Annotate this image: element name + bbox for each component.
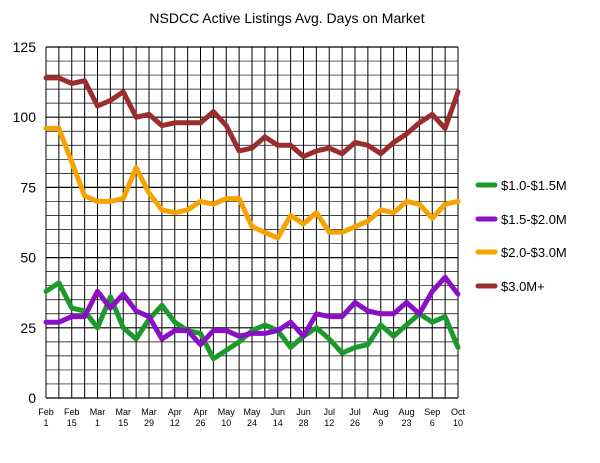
series-line [43,274,461,348]
x-tick-label: Apr [168,407,182,417]
x-tick-label: Jun [296,407,311,417]
x-tick-label: Sep [424,407,440,417]
x-tick-label: 15 [118,418,128,428]
x-tick-label: 10 [221,418,231,428]
x-tick-label: Feb [38,407,54,417]
x-tick-label: 24 [247,418,257,428]
x-tick-label: Mar [141,407,157,417]
x-tick-label: Jun [270,407,285,417]
x-tick-label: May [243,407,261,417]
x-tick-label: Aug [373,407,389,417]
x-tick-label: Aug [398,407,414,417]
x-tick-label: 12 [170,418,180,428]
x-tick-label: 14 [273,418,283,428]
series-line [43,125,461,241]
x-tick-label: 26 [350,418,360,428]
series-line [43,280,461,362]
x-axis-ticks: Feb1Feb15Mar1Mar15Mar29Apr12Apr26May10Ma… [38,407,465,428]
y-axis-ticks: 0 25 50 75 100 125 [13,39,37,406]
chart-title: NSDCC Active Listings Avg. Days on Marke… [149,10,424,26]
x-tick-label: 23 [401,418,411,428]
x-tick-label: 15 [67,418,77,428]
legend-label: $2.0-$3.0M [501,245,567,260]
x-tick-label: Oct [451,407,466,417]
x-tick-label: Mar [90,407,106,417]
x-tick-label: 26 [195,418,205,428]
x-tick-label: 28 [298,418,308,428]
legend: $1.0-$1.5M $1.5-$2.0M $2.0-$3.0M $3.0M+ [475,178,567,294]
x-tick-label: Jul [349,407,361,417]
series-lines [43,75,461,362]
y-tick-label: 50 [20,250,36,266]
x-tick-label: 10 [453,418,463,428]
x-tick-label: 9 [378,418,383,428]
series-line [43,75,461,159]
x-tick-label: Apr [193,407,207,417]
x-tick-label: 6 [430,418,435,428]
x-tick-label: 12 [324,418,334,428]
x-tick-label: May [218,407,236,417]
y-tick-label: 125 [13,39,37,55]
x-tick-label: Jul [323,407,335,417]
y-tick-label: 100 [13,109,37,125]
x-tick-label: 1 [95,418,100,428]
x-tick-label: Mar [116,407,132,417]
y-tick-label: 0 [28,390,36,406]
legend-label: $3.0M+ [501,279,545,294]
y-tick-label: 75 [20,179,36,195]
y-tick-label: 25 [20,320,36,336]
legend-label: $1.5-$2.0M [501,212,567,227]
legend-label: $1.0-$1.5M [501,178,567,193]
x-tick-label: 29 [144,418,154,428]
x-tick-label: Feb [64,407,80,417]
x-tick-label: 1 [43,418,48,428]
